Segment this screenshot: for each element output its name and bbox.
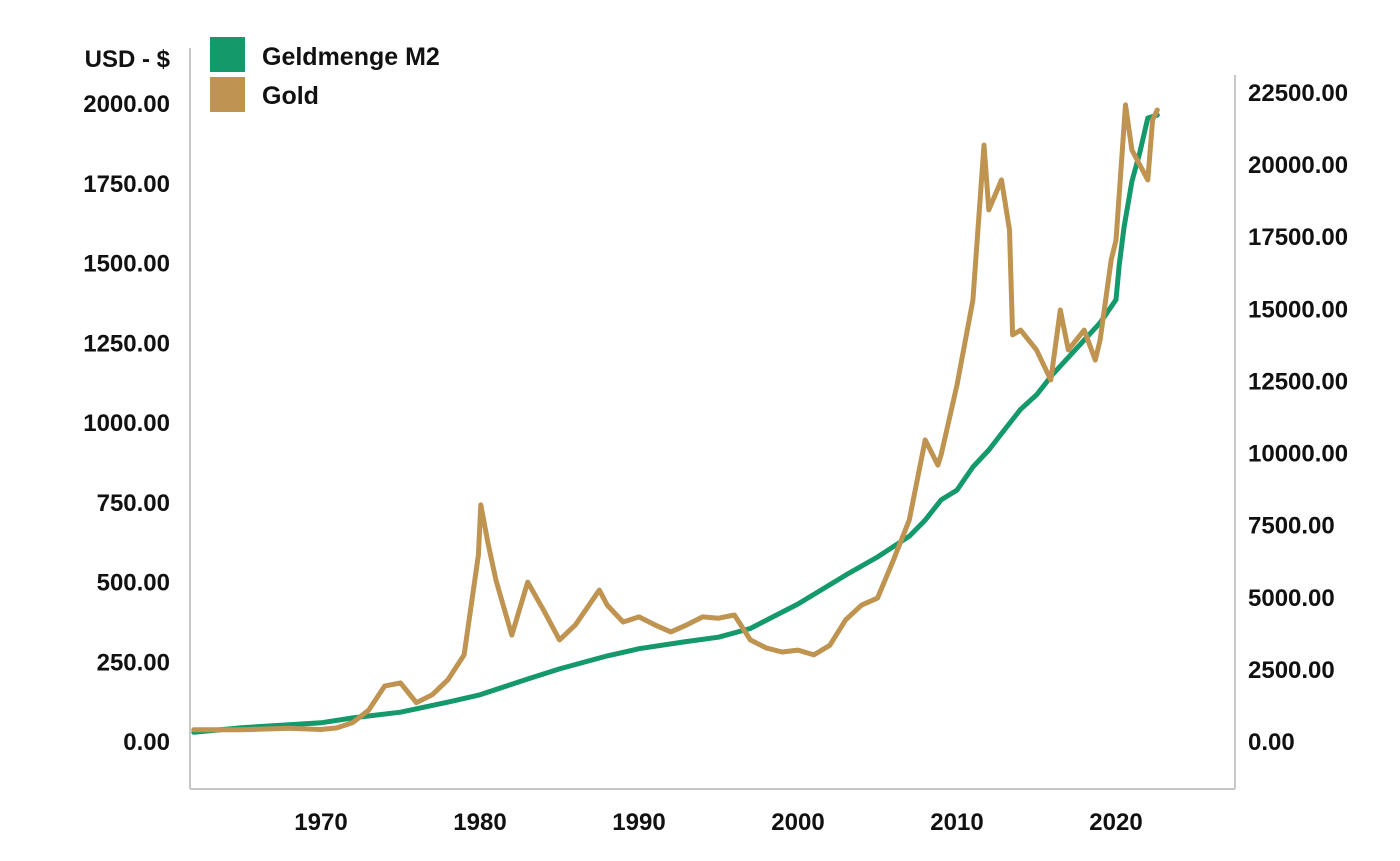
x-tick-label: 1990 bbox=[612, 809, 665, 836]
series-lines bbox=[191, 102, 1160, 735]
x-tick-label: 2000 bbox=[771, 809, 824, 836]
y-right-tick-label: 2500.00 bbox=[1248, 657, 1335, 684]
legend-label-gold: Gold bbox=[262, 82, 319, 110]
legend-swatch-gold bbox=[210, 77, 245, 112]
x-tick-label: 2010 bbox=[930, 809, 983, 836]
y-right-tick-label: 10000.00 bbox=[1248, 441, 1348, 468]
x-tick-label: 1970 bbox=[294, 809, 347, 836]
y-left-tick-label: 1500.00 bbox=[83, 251, 170, 278]
y-left-tick-label: 1000.00 bbox=[83, 410, 170, 437]
y-left-tick-label: 750.00 bbox=[97, 490, 170, 517]
y-right-tick-label: 17500.00 bbox=[1248, 224, 1348, 251]
legend-swatch-m2 bbox=[210, 37, 245, 72]
y-right-tick-label: 15000.00 bbox=[1248, 296, 1348, 323]
y-left-tick-label: 2000.00 bbox=[83, 91, 170, 118]
y-right-tick-label: 0.00 bbox=[1248, 729, 1295, 756]
y-left-axis-label: USD - $ bbox=[85, 46, 171, 73]
series-line-gold bbox=[191, 102, 1160, 733]
y-right-tick-label: 5000.00 bbox=[1248, 585, 1335, 612]
legend-label-m2: Geldmenge M2 bbox=[262, 43, 440, 71]
y-left-tick-label: 500.00 bbox=[97, 570, 170, 597]
y-right-tick-label: 12500.00 bbox=[1248, 368, 1348, 395]
x-tick-label: 1980 bbox=[453, 809, 506, 836]
tick-labels: 0.00 250.00 500.00 750.00 1000.00 1250.00 1500… bbox=[83, 80, 1348, 836]
y-right-tick-label: 7500.00 bbox=[1248, 513, 1335, 540]
y-left-tick-label: 1250.00 bbox=[83, 330, 170, 357]
y-right-tick-label: 22500.00 bbox=[1248, 80, 1348, 107]
x-tick-label: 2020 bbox=[1089, 809, 1142, 836]
y-left-tick-label: 0.00 bbox=[123, 729, 170, 756]
series-line-geldmenge-m2 bbox=[191, 112, 1160, 735]
legend: Geldmenge M2 Gold bbox=[210, 37, 440, 112]
y-left-tick-label: 250.00 bbox=[97, 649, 170, 676]
y-right-tick-label: 20000.00 bbox=[1248, 152, 1348, 179]
y-left-tick-label: 1750.00 bbox=[83, 171, 170, 198]
